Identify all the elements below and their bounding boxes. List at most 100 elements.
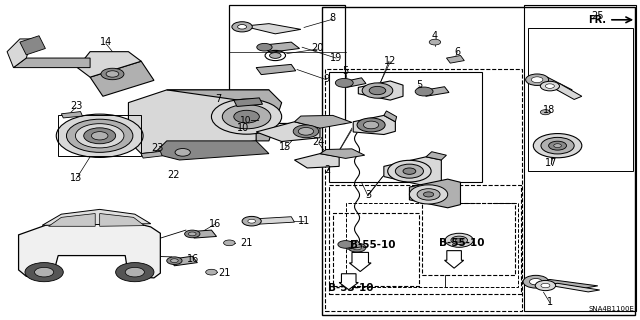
Circle shape xyxy=(237,25,246,29)
Text: 12: 12 xyxy=(384,56,396,66)
Text: 17: 17 xyxy=(545,158,557,168)
Circle shape xyxy=(362,83,393,98)
Circle shape xyxy=(396,164,424,178)
Text: 16: 16 xyxy=(188,254,200,264)
Polygon shape xyxy=(77,52,141,77)
Circle shape xyxy=(232,22,252,32)
Text: 25: 25 xyxy=(591,11,604,21)
Circle shape xyxy=(25,263,63,282)
Bar xyxy=(422,203,515,275)
Circle shape xyxy=(529,278,542,285)
Text: B-53-10: B-53-10 xyxy=(328,283,373,293)
Polygon shape xyxy=(342,78,366,87)
Polygon shape xyxy=(538,77,572,93)
Polygon shape xyxy=(339,274,358,290)
Circle shape xyxy=(523,275,548,288)
Polygon shape xyxy=(7,39,33,68)
Text: B-55-10: B-55-10 xyxy=(349,240,395,250)
Text: 5: 5 xyxy=(342,66,349,76)
Circle shape xyxy=(451,236,467,244)
Circle shape xyxy=(101,68,124,80)
Polygon shape xyxy=(90,61,154,96)
Circle shape xyxy=(106,71,119,77)
Text: 4: 4 xyxy=(432,31,438,41)
Polygon shape xyxy=(537,279,598,288)
Polygon shape xyxy=(294,154,339,168)
Circle shape xyxy=(545,84,554,88)
Circle shape xyxy=(171,259,178,263)
Polygon shape xyxy=(170,256,197,266)
Text: 15: 15 xyxy=(278,142,291,152)
Circle shape xyxy=(415,87,433,96)
Polygon shape xyxy=(445,251,464,268)
Circle shape xyxy=(223,240,235,246)
Circle shape xyxy=(298,127,314,135)
Text: 18: 18 xyxy=(543,105,555,115)
Text: 10—: 10— xyxy=(240,116,260,125)
Polygon shape xyxy=(551,84,582,100)
Text: 19: 19 xyxy=(330,53,342,63)
Text: 24: 24 xyxy=(312,137,325,147)
Circle shape xyxy=(429,39,441,45)
Text: 11: 11 xyxy=(298,216,310,226)
Circle shape xyxy=(67,119,133,152)
Circle shape xyxy=(248,219,255,223)
Circle shape xyxy=(257,44,272,51)
Polygon shape xyxy=(141,151,163,158)
Polygon shape xyxy=(547,283,600,292)
Polygon shape xyxy=(49,213,95,226)
Circle shape xyxy=(211,99,282,134)
Polygon shape xyxy=(320,149,365,158)
Circle shape xyxy=(335,78,353,87)
Polygon shape xyxy=(384,111,397,122)
Text: 21: 21 xyxy=(218,268,230,278)
Polygon shape xyxy=(426,152,447,160)
Polygon shape xyxy=(447,55,465,63)
Circle shape xyxy=(540,81,559,91)
Polygon shape xyxy=(410,179,461,208)
Circle shape xyxy=(456,238,463,242)
Polygon shape xyxy=(189,230,216,238)
Circle shape xyxy=(445,233,473,247)
Bar xyxy=(524,5,636,311)
Circle shape xyxy=(269,52,281,58)
Circle shape xyxy=(84,128,116,144)
Circle shape xyxy=(293,125,319,138)
Circle shape xyxy=(125,268,145,277)
Circle shape xyxy=(338,241,353,248)
Polygon shape xyxy=(13,58,90,68)
Circle shape xyxy=(388,160,431,182)
Polygon shape xyxy=(358,81,403,100)
Polygon shape xyxy=(20,36,45,55)
Text: 10: 10 xyxy=(237,123,250,133)
Text: 6: 6 xyxy=(454,47,460,57)
Text: 13: 13 xyxy=(70,172,82,182)
Circle shape xyxy=(369,86,386,95)
Text: 3: 3 xyxy=(365,190,371,200)
Polygon shape xyxy=(243,24,301,34)
Circle shape xyxy=(222,105,271,129)
Polygon shape xyxy=(384,157,442,186)
Circle shape xyxy=(364,121,379,129)
Text: 7: 7 xyxy=(214,94,221,104)
Bar xyxy=(527,28,633,171)
Circle shape xyxy=(403,168,416,174)
Circle shape xyxy=(353,245,362,250)
Circle shape xyxy=(242,216,261,226)
Polygon shape xyxy=(256,64,296,75)
Circle shape xyxy=(184,230,200,238)
Circle shape xyxy=(357,118,385,132)
Circle shape xyxy=(417,189,440,200)
Circle shape xyxy=(554,144,561,148)
Circle shape xyxy=(410,185,448,204)
Circle shape xyxy=(167,257,182,265)
Circle shape xyxy=(540,110,550,115)
Circle shape xyxy=(76,124,124,148)
Text: 23: 23 xyxy=(70,101,82,111)
Bar xyxy=(325,69,522,311)
Bar xyxy=(329,186,520,294)
Polygon shape xyxy=(100,213,145,226)
Polygon shape xyxy=(342,240,362,249)
Text: B-55-10: B-55-10 xyxy=(439,238,484,248)
Circle shape xyxy=(234,110,259,123)
